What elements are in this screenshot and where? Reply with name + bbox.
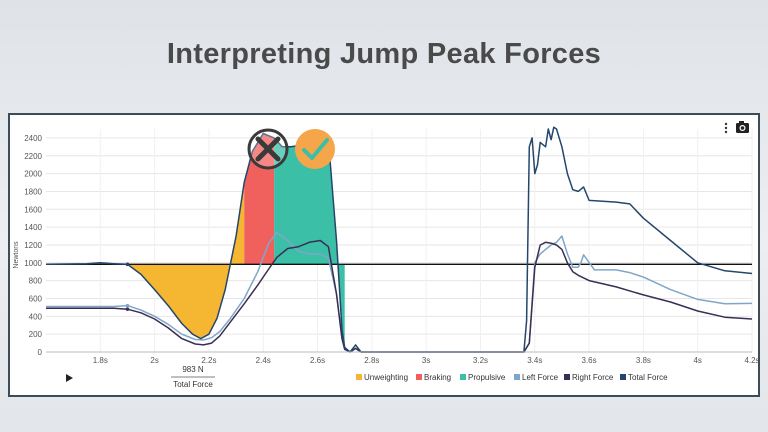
x-tick-label: 1.8s	[93, 356, 108, 365]
legend-swatch	[460, 374, 466, 380]
chart-panel: 0 200 400 600 800 1000 1200 1400 1600 1800 2000 220…	[8, 113, 760, 397]
series-line-right-force	[46, 239, 753, 353]
axes: 0 200 400 600 800 1000 1200 1400 1600 1800 2000 220…	[24, 134, 759, 365]
legend-label: Total Force	[628, 373, 668, 382]
legend-item-propulsive[interactable]: Propulsive	[460, 373, 506, 382]
grid	[46, 129, 753, 353]
force-time-chart[interactable]: 0 200 400 600 800 1000 1200 1400 1600 1800 2000 220…	[10, 115, 760, 395]
legend-swatch	[356, 374, 362, 380]
y-axis-title: Newtons	[13, 241, 20, 269]
x-tick-label: 3s	[422, 356, 430, 365]
legend-item-right-force[interactable]: Right Force	[564, 373, 614, 382]
y-tick-label: 1600	[24, 205, 42, 214]
x-tick-label: 4.2s	[744, 356, 758, 365]
tooltip-label: Total Force	[173, 380, 213, 389]
legend-label: Braking	[424, 373, 451, 382]
x-tick-label: 3.6s	[582, 356, 597, 365]
series-line-total-force	[45, 126, 753, 353]
y-tick-label: 200	[29, 330, 43, 339]
x-tick-label: 3.2s	[473, 356, 488, 365]
x-tick-label: 2s	[150, 356, 158, 365]
force-tooltip: 983 N Total Force	[171, 365, 215, 389]
series-lines	[45, 126, 753, 353]
series-point	[125, 307, 130, 311]
y-tick-label: 2200	[24, 152, 42, 161]
x-circle-icon	[247, 128, 289, 170]
legend-swatch	[416, 374, 422, 380]
x-tick-label: 2.2s	[201, 356, 216, 365]
x-tick-label: 2.8s	[364, 356, 379, 365]
x-tick-label: 2.4s	[256, 356, 271, 365]
slide-title: Interpreting Jump Peak Forces	[166, 38, 602, 70]
y-tick-label: 2400	[24, 134, 42, 143]
legend-swatch	[620, 374, 626, 380]
x-tick-label: 4s	[693, 356, 701, 365]
camera-icon[interactable]	[736, 121, 749, 133]
phase-fill-braking	[244, 133, 275, 265]
y-tick-label: 0	[38, 348, 43, 357]
y-tick-label: 400	[29, 312, 43, 321]
y-tick-label: 800	[29, 277, 43, 286]
legend-item-unweighting[interactable]: Unweighting	[356, 373, 408, 382]
legend-label: Propulsive	[468, 373, 506, 382]
series-point	[125, 303, 130, 308]
series-point	[125, 262, 130, 267]
y-tick-label: 2000	[24, 170, 42, 179]
y-tick-label: 1000	[24, 259, 42, 268]
legend-label: Right Force	[572, 373, 614, 382]
kebab-menu-icon[interactable]	[724, 122, 728, 134]
y-tick-label: 600	[29, 294, 43, 303]
y-tick-label: 1200	[24, 241, 42, 250]
y-tick-label: 1400	[24, 223, 42, 232]
legend-swatch	[514, 374, 520, 380]
x-tick-label: 3.8s	[636, 356, 651, 365]
y-tick-label: 1800	[24, 187, 42, 196]
tooltip-value: 983 N	[182, 365, 204, 374]
x-tick-label: 2.6s	[310, 356, 325, 365]
legend-item-left-force[interactable]: Left Force	[514, 373, 559, 382]
phase-fill-unweighting	[116, 182, 245, 339]
legend: Unweighting Braking Propulsive Left Force Ri…	[356, 373, 668, 382]
legend-item-braking[interactable]: Braking	[416, 373, 451, 382]
legend-label: Unweighting	[364, 373, 408, 382]
legend-item-total-force[interactable]: Total Force	[620, 373, 668, 382]
x-tick-label: 3.4s	[527, 356, 542, 365]
legend-swatch	[564, 374, 570, 380]
legend-label: Left Force	[522, 373, 559, 382]
check-circle-icon	[295, 129, 335, 169]
play-icon[interactable]	[66, 374, 73, 382]
